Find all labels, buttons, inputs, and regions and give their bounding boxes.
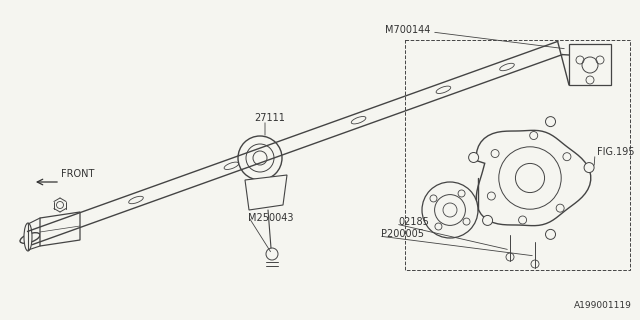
Circle shape bbox=[483, 215, 493, 225]
Circle shape bbox=[422, 182, 478, 238]
Polygon shape bbox=[476, 130, 591, 226]
Polygon shape bbox=[40, 212, 80, 246]
Polygon shape bbox=[569, 44, 611, 85]
Text: 02185: 02185 bbox=[398, 217, 429, 227]
Text: M700144: M700144 bbox=[385, 25, 430, 35]
Circle shape bbox=[545, 229, 556, 239]
Ellipse shape bbox=[24, 223, 32, 251]
Text: P200005: P200005 bbox=[381, 229, 424, 239]
Circle shape bbox=[468, 152, 479, 163]
Text: FRONT: FRONT bbox=[61, 169, 94, 179]
Circle shape bbox=[545, 116, 556, 127]
Text: FIG.195: FIG.195 bbox=[597, 147, 634, 157]
Ellipse shape bbox=[20, 233, 40, 243]
Bar bbox=[405, 40, 630, 270]
Text: M250043: M250043 bbox=[248, 213, 294, 223]
Text: 27111: 27111 bbox=[255, 113, 285, 123]
Circle shape bbox=[584, 163, 594, 172]
Polygon shape bbox=[245, 175, 287, 210]
Text: A199001119: A199001119 bbox=[574, 301, 632, 310]
